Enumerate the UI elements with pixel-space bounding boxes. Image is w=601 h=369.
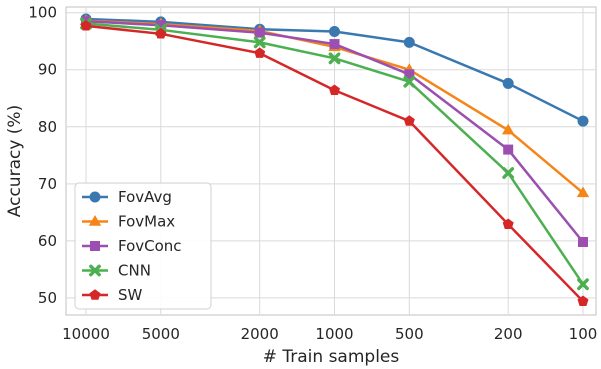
data-point-fovmax [502, 123, 515, 135]
data-point-cnn [403, 75, 416, 88]
data-point-cnn [253, 36, 266, 49]
x-tick-label: 10000 [62, 325, 110, 343]
legend-marker [89, 289, 101, 300]
y-tick-labels: 50 60 70 80 90 100 [28, 4, 57, 307]
data-point-sw [502, 218, 514, 229]
legend-marker [89, 191, 101, 203]
data-point-cnn [502, 167, 515, 179]
x-tick-label: 500 [395, 325, 424, 343]
series-layer [79, 13, 590, 306]
data-point-fovconc [155, 20, 166, 31]
series-sw [80, 20, 589, 306]
x-tick-label: 2000 [241, 325, 279, 343]
y-axis-label: Accuracy (%) [5, 105, 25, 217]
legend-frame [74, 182, 212, 310]
legend-entry-fovconc: FovConc [82, 237, 182, 255]
data-point-sw [328, 84, 341, 95]
data-point-fovconc [254, 27, 265, 38]
data-point-sw [577, 295, 589, 306]
legend-entry-fovmax: FovMax [82, 213, 175, 231]
data-point-sw [254, 47, 266, 58]
x-tick-label: 5000 [142, 325, 180, 343]
legend-label: FovMax [118, 213, 175, 231]
data-point-fovconc [329, 39, 340, 50]
data-point-cnn [328, 52, 341, 65]
legend-label: SW [118, 286, 143, 304]
y-tick-label: 50 [38, 289, 57, 307]
data-point-fovavg [403, 36, 415, 48]
y-tick-label: 100 [28, 4, 57, 22]
legend-label: CNN [118, 262, 151, 280]
data-point-fovavg [577, 115, 589, 127]
data-point-fovconc [404, 69, 415, 80]
data-point-fovconc [503, 144, 514, 155]
data-point-cnn [577, 278, 589, 291]
x-axis-label: # Train samples [263, 347, 400, 367]
legend-entry-fovavg: FovAvg [82, 188, 172, 206]
legend-entry-cnn: CNN [82, 262, 151, 280]
data-point-sw [155, 28, 167, 39]
legend-label: FovConc [118, 237, 182, 255]
legend-marker [90, 241, 100, 251]
x-tick-label: 200 [494, 325, 523, 343]
y-tick-label: 70 [38, 175, 57, 193]
data-point-fovconc [578, 236, 588, 247]
y-tick-label: 90 [38, 61, 57, 79]
x-tick-labels: 10000 5000 2000 1000 500 200 100 [62, 325, 597, 343]
legend-marker [88, 215, 102, 226]
legend-entry-sw: SW [82, 286, 143, 304]
y-tick-label: 80 [38, 118, 57, 136]
data-point-fovavg [329, 26, 340, 38]
y-tick-label: 60 [38, 232, 57, 250]
legend-label: FovAvg [118, 188, 172, 206]
data-point-fovavg [502, 77, 514, 89]
data-point-sw [403, 115, 415, 126]
legend: FovAvg FovMax FovConc CNN SW [74, 182, 212, 310]
x-tick-label: 100 [569, 325, 598, 343]
data-point-sw [80, 20, 92, 31]
x-tick-label: 1000 [315, 325, 353, 343]
data-point-fovmax [576, 186, 590, 198]
legend-marker [89, 264, 101, 277]
